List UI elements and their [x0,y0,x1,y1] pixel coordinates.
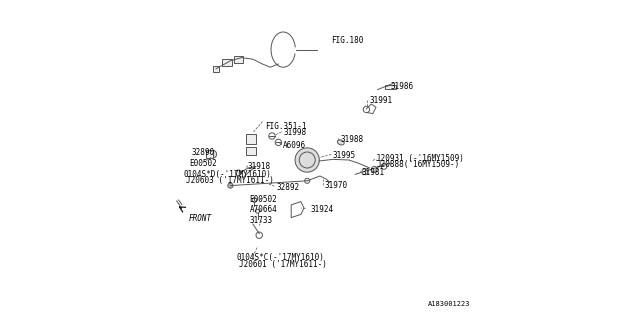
Text: 31995: 31995 [333,151,356,160]
Bar [246,134,256,144]
Circle shape [228,183,233,188]
Text: 31970: 31970 [325,181,348,190]
Text: FIG.180: FIG.180 [332,36,364,44]
Text: 31988: 31988 [340,135,364,144]
Text: 31986: 31986 [390,82,413,91]
Text: 0104S*C(-'17MY1610): 0104S*C(-'17MY1610) [237,253,324,262]
Text: 31918: 31918 [248,162,271,171]
Text: 32892: 32892 [277,183,300,192]
Text: 0104S*D(-'17MY1610): 0104S*D(-'17MY1610) [184,170,272,179]
Text: 31981: 31981 [362,168,385,177]
Bar [246,147,256,155]
Text: FRONT: FRONT [189,214,212,223]
Bar [223,59,232,66]
Bar [385,85,396,89]
Text: 31998: 31998 [283,128,307,137]
Text: J20601 ('17MY1611-): J20601 ('17MY1611-) [239,260,327,268]
Text: 32890: 32890 [192,148,215,156]
Text: 31991: 31991 [370,96,393,105]
Text: E00502: E00502 [189,159,216,168]
Bar [212,66,219,72]
Circle shape [209,150,216,158]
Text: J20888('16MY1509-): J20888('16MY1509-) [377,160,460,169]
Circle shape [295,148,319,172]
Text: 31733: 31733 [250,216,273,225]
Text: A70664: A70664 [250,205,277,214]
Ellipse shape [337,140,344,145]
Text: J20931 (-'16MY1509): J20931 (-'16MY1509) [376,154,464,163]
Bar [206,150,212,158]
Polygon shape [291,202,304,218]
Text: A6096: A6096 [283,141,307,150]
Text: 31924: 31924 [310,205,333,214]
Text: FIG.351-1: FIG.351-1 [266,122,307,131]
Bar [234,56,243,63]
Text: E00502: E00502 [250,195,277,204]
Text: A183001223: A183001223 [428,301,470,307]
Text: J20603 ('17MY1611-): J20603 ('17MY1611-) [186,176,273,185]
